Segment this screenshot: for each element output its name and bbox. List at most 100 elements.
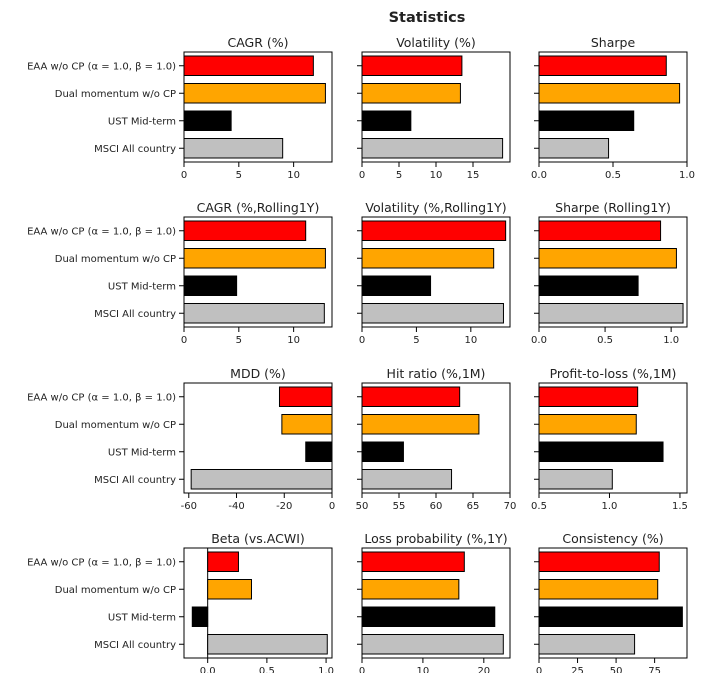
category-label: Dual momentum w/o CP bbox=[55, 420, 176, 431]
x-tick-label: -60 bbox=[181, 501, 197, 512]
bar bbox=[207, 579, 252, 600]
bar bbox=[183, 83, 326, 104]
x-tick-label: 25 bbox=[571, 666, 584, 673]
bar bbox=[361, 55, 463, 76]
x-tick-label: 0.0 bbox=[200, 666, 216, 673]
x-tick-label: 5 bbox=[236, 335, 242, 346]
x-tick-label: 10 bbox=[287, 335, 300, 346]
x-tick-label: 10 bbox=[287, 170, 300, 181]
panel-6: Sharpe (Rolling1Y) 0.0 0.5 1.0 bbox=[531, 200, 688, 346]
panel-1: CAGR (%) 0 5 10 EAA w/o CP (α = 1.0, β = 1.0… bbox=[27, 35, 333, 181]
bar bbox=[538, 248, 677, 269]
x-tick-label: 0.5 bbox=[531, 501, 547, 512]
x-tick-label: 0 bbox=[181, 170, 187, 181]
x-tick-label: 70 bbox=[504, 501, 517, 512]
bar bbox=[538, 469, 613, 490]
x-tick-label: 1.0 bbox=[679, 170, 695, 181]
x-tick-label: 75 bbox=[648, 666, 661, 673]
bar bbox=[361, 469, 453, 490]
category-label: UST Mid-term bbox=[108, 447, 176, 458]
bar bbox=[207, 634, 328, 655]
bar bbox=[190, 469, 333, 490]
bar bbox=[183, 110, 232, 131]
x-tick-label: 60 bbox=[430, 501, 443, 512]
x-tick-label: 0.0 bbox=[531, 170, 547, 181]
bar bbox=[361, 275, 432, 296]
x-tick-label: 5 bbox=[236, 170, 242, 181]
bar bbox=[183, 220, 307, 241]
x-tick-label: 0.0 bbox=[531, 335, 547, 346]
bar bbox=[361, 551, 465, 572]
bar bbox=[361, 386, 461, 407]
panel-title: Sharpe (Rolling1Y) bbox=[555, 200, 671, 215]
bar bbox=[207, 551, 239, 572]
x-tick-label: 50 bbox=[356, 501, 369, 512]
bar bbox=[538, 83, 681, 104]
x-tick-label: 55 bbox=[393, 501, 406, 512]
bar bbox=[361, 83, 461, 104]
category-label: EAA w/o CP (α = 1.0, β = 1.0) bbox=[27, 557, 176, 568]
bar bbox=[361, 303, 504, 324]
bar bbox=[538, 579, 659, 600]
x-tick-label: 10 bbox=[464, 335, 477, 346]
axes-frame bbox=[183, 547, 333, 659]
figure-title: Statistics bbox=[389, 10, 466, 26]
bar bbox=[538, 275, 639, 296]
bar bbox=[361, 248, 495, 269]
bar bbox=[538, 606, 683, 627]
category-label: UST Mid-term bbox=[108, 116, 176, 127]
x-tick-label: 1.0 bbox=[663, 335, 679, 346]
panel-title: Volatility (%) bbox=[396, 35, 476, 50]
category-label: MSCI All country bbox=[94, 640, 176, 651]
category-label: EAA w/o CP (α = 1.0, β = 1.0) bbox=[27, 61, 176, 72]
bar bbox=[538, 551, 660, 572]
bar bbox=[361, 220, 507, 241]
x-tick-label: 0.5 bbox=[597, 335, 613, 346]
category-label: EAA w/o CP (α = 1.0, β = 1.0) bbox=[27, 226, 176, 237]
category-label: MSCI All country bbox=[94, 475, 176, 486]
category-label: EAA w/o CP (α = 1.0, β = 1.0) bbox=[27, 392, 176, 403]
bar bbox=[538, 414, 637, 435]
panel-title: CAGR (%) bbox=[227, 35, 288, 50]
x-tick-label: 5 bbox=[396, 170, 402, 181]
bar bbox=[183, 138, 284, 159]
axes-frame bbox=[361, 216, 511, 328]
bar bbox=[361, 138, 504, 159]
panel-5: Volatility (%,Rolling1Y) 0 5 10 bbox=[357, 200, 511, 346]
bar bbox=[183, 275, 238, 296]
x-tick-label: 0 bbox=[359, 335, 365, 346]
category-label: MSCI All country bbox=[94, 144, 176, 155]
panel-11: Loss probability (%,1Y) 0 10 20 bbox=[357, 531, 511, 673]
bar bbox=[361, 414, 480, 435]
x-tick-label: 0 bbox=[329, 501, 335, 512]
panel-title: CAGR (%,Rolling1Y) bbox=[197, 200, 320, 215]
bar bbox=[361, 441, 404, 462]
bar bbox=[538, 55, 667, 76]
x-tick-label: 65 bbox=[467, 501, 480, 512]
category-label: UST Mid-term bbox=[108, 281, 176, 292]
bar bbox=[538, 110, 635, 131]
panel-title: Consistency (%) bbox=[562, 531, 663, 546]
bar bbox=[278, 386, 333, 407]
x-tick-label: 0 bbox=[536, 666, 542, 673]
panel-title: Loss probability (%,1Y) bbox=[364, 531, 507, 546]
x-tick-label: 10 bbox=[417, 666, 430, 673]
panel-title: Hit ratio (%,1M) bbox=[387, 366, 486, 381]
x-tick-label: 1.0 bbox=[602, 501, 618, 512]
panels-grid: CAGR (%) 0 5 10 EAA w/o CP (α = 1.0, β = 1.0… bbox=[27, 35, 695, 673]
axes-frame bbox=[183, 216, 333, 328]
x-tick-label: -40 bbox=[228, 501, 244, 512]
panel-3: Sharpe 0.0 0.5 1.0 bbox=[531, 35, 695, 181]
x-tick-label: 1.0 bbox=[318, 666, 334, 673]
panel-8: Hit ratio (%,1M) 50 55 60 65 70 bbox=[356, 366, 517, 512]
bar bbox=[183, 248, 326, 269]
panel-title: Beta (vs.ACWI) bbox=[211, 531, 305, 546]
category-label: Dual momentum w/o CP bbox=[55, 89, 176, 100]
x-tick-label: 0 bbox=[181, 335, 187, 346]
bar bbox=[361, 606, 496, 627]
category-label: MSCI All country bbox=[94, 309, 176, 320]
bar bbox=[538, 441, 664, 462]
bar bbox=[538, 220, 662, 241]
x-tick-label: -20 bbox=[276, 501, 292, 512]
